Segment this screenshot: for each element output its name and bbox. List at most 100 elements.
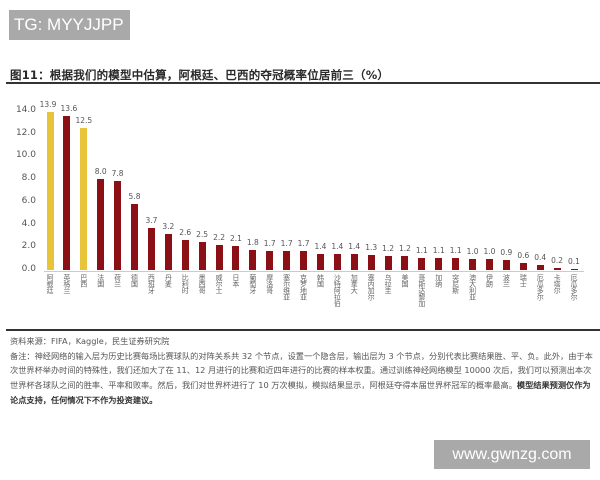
x-category-label: 卡塔尔 (553, 274, 562, 294)
y-tick-label: 12.0 (15, 127, 36, 138)
bar-value-label: 0.4 (534, 253, 547, 263)
bar (316, 254, 324, 270)
bar-value-label: 1.1 (415, 245, 428, 255)
x-category-label: 丹麦 (164, 274, 173, 287)
bar-value-label: 0.6 (517, 251, 530, 261)
y-tick-label: 2.0 (21, 241, 36, 252)
bar-value-label: 1.7 (263, 238, 276, 248)
x-category-label: 英格兰 (62, 274, 71, 294)
x-category-label: 荷兰 (113, 274, 122, 287)
bar (164, 233, 172, 270)
bar (249, 249, 257, 270)
bar-value-label: 1.7 (297, 238, 310, 248)
bar-value-label: 1.0 (466, 246, 479, 256)
bar (519, 263, 527, 270)
x-category-label: 威尔士 (215, 274, 224, 294)
bar-value-label: 13.9 (39, 100, 57, 110)
bar-value-label: 2.1 (229, 234, 242, 244)
bar (181, 240, 189, 270)
x-category-label: 厄瓜多尔 (536, 274, 545, 300)
bar (570, 268, 578, 270)
bar-value-label: 0.2 (551, 255, 564, 265)
watermark-bottom: www.gwnzg.com (434, 440, 590, 469)
bar (114, 181, 122, 270)
source-note: 资料来源：FIFA，Kaggle，民生证券研究院 (10, 336, 170, 346)
y-tick-label: 4.0 (21, 218, 36, 229)
bar-value-label: 1.4 (331, 242, 344, 252)
bar-chart: 0.0 2.0 4.0 6.0 8.0 10.0 12.0 14.0 13.9 阿根廷 13.6 英格… (0, 90, 600, 325)
x-category-label: 日本 (231, 274, 240, 287)
bar (384, 256, 392, 270)
x-category-label: 加纳 (434, 274, 443, 287)
remark-note: 备注：神经网络的输入层为历史比赛每场比赛球队的对阵关系共 32 个节点，设置一个… (10, 350, 593, 391)
bar-value-label: 1.4 (314, 242, 327, 252)
notes-rule (6, 329, 600, 331)
x-category-label: 克罗地亚 (299, 274, 308, 300)
bar (283, 250, 291, 270)
bar-value-label: 0.1 (568, 256, 580, 266)
bar (367, 255, 375, 270)
bar-value-label: 1.7 (280, 238, 293, 248)
x-category-label: 阿根廷 (46, 274, 54, 294)
bar-value-label: 7.8 (111, 169, 124, 179)
x-category-label: 韩国 (316, 274, 325, 287)
figure-title: 图11：根据我们的模型中估算，阿根廷、巴西的夺冠概率位居前三（%） (10, 68, 390, 82)
bar-value-label: 5.8 (128, 192, 141, 202)
bar-value-label: 3.7 (145, 215, 158, 225)
y-tick-label: 6.0 (21, 195, 36, 206)
x-category-label: 德国 (130, 274, 139, 287)
bar (469, 258, 477, 270)
bar-value-label: 1.0 (483, 246, 496, 256)
bar (232, 246, 240, 270)
x-category-label: 西班牙 (147, 274, 156, 294)
bar-value-label: 1.1 (432, 245, 445, 255)
x-category-label: 澳大利亚 (468, 274, 477, 300)
y-tick-label: 14.0 (15, 105, 36, 115)
bar-value-label: 2.6 (179, 228, 192, 238)
bar-value-label: 13.6 (60, 103, 78, 113)
bar-value-label: 2.2 (213, 233, 225, 242)
bar (80, 128, 88, 270)
x-category-label: 巴西 (79, 274, 88, 287)
bar (502, 259, 510, 270)
y-tick-label: 0.0 (21, 264, 36, 274)
x-category-label: 墨西哥 (198, 274, 207, 294)
title-rule (6, 82, 600, 84)
bar (97, 179, 105, 270)
x-category-label: 瑞士 (519, 274, 528, 287)
x-category-label: 哥斯达黎加 (417, 274, 426, 307)
chart-notes: 资料来源：FIFA，Kaggle，民生证券研究院 备注：神经网络的输入层为历史比… (10, 334, 595, 408)
bar-value-label: 1.8 (246, 237, 259, 247)
x-category-label: 塞尔维亚 (282, 274, 291, 300)
bar (300, 250, 308, 270)
x-category-label: 比利时 (181, 274, 190, 294)
bar-value-label: 3.2 (162, 221, 175, 231)
bar-value-label: 1.4 (348, 242, 361, 252)
x-category-label: 伊朗 (485, 274, 494, 287)
disclaimer-note: 模型结果预测仅作为论点支持，任何情况下不作为投资建议。 (10, 380, 591, 405)
x-category-label: 乌拉圭 (384, 274, 393, 294)
bar (350, 254, 358, 270)
bar-value-label: 1.3 (365, 243, 378, 253)
x-category-label: 突尼斯 (451, 274, 460, 294)
x-category-label: 摩洛哥 (265, 274, 274, 294)
x-category-label: 厄瓜多尔 (570, 274, 578, 300)
y-tick-label: 8.0 (21, 173, 36, 184)
bar (333, 254, 341, 270)
bar (198, 241, 206, 270)
bar-value-label: 2.5 (196, 229, 209, 239)
x-category-label: 法国 (96, 274, 105, 287)
bar (418, 257, 426, 270)
bar (131, 204, 139, 270)
bar (401, 256, 409, 270)
bar (452, 257, 460, 270)
bar-value-label: 12.5 (75, 116, 93, 126)
watermark-top: TG: MYYJJPP (9, 10, 130, 40)
x-category-label: 塞内加尔 (367, 274, 376, 300)
bar (215, 245, 223, 270)
bar-value-label: 8.0 (94, 167, 107, 177)
x-category-label: 美国 (400, 274, 409, 287)
x-category-label: 加拿大 (350, 274, 359, 294)
bar (147, 227, 155, 270)
bar-value-label: 1.2 (382, 244, 395, 254)
